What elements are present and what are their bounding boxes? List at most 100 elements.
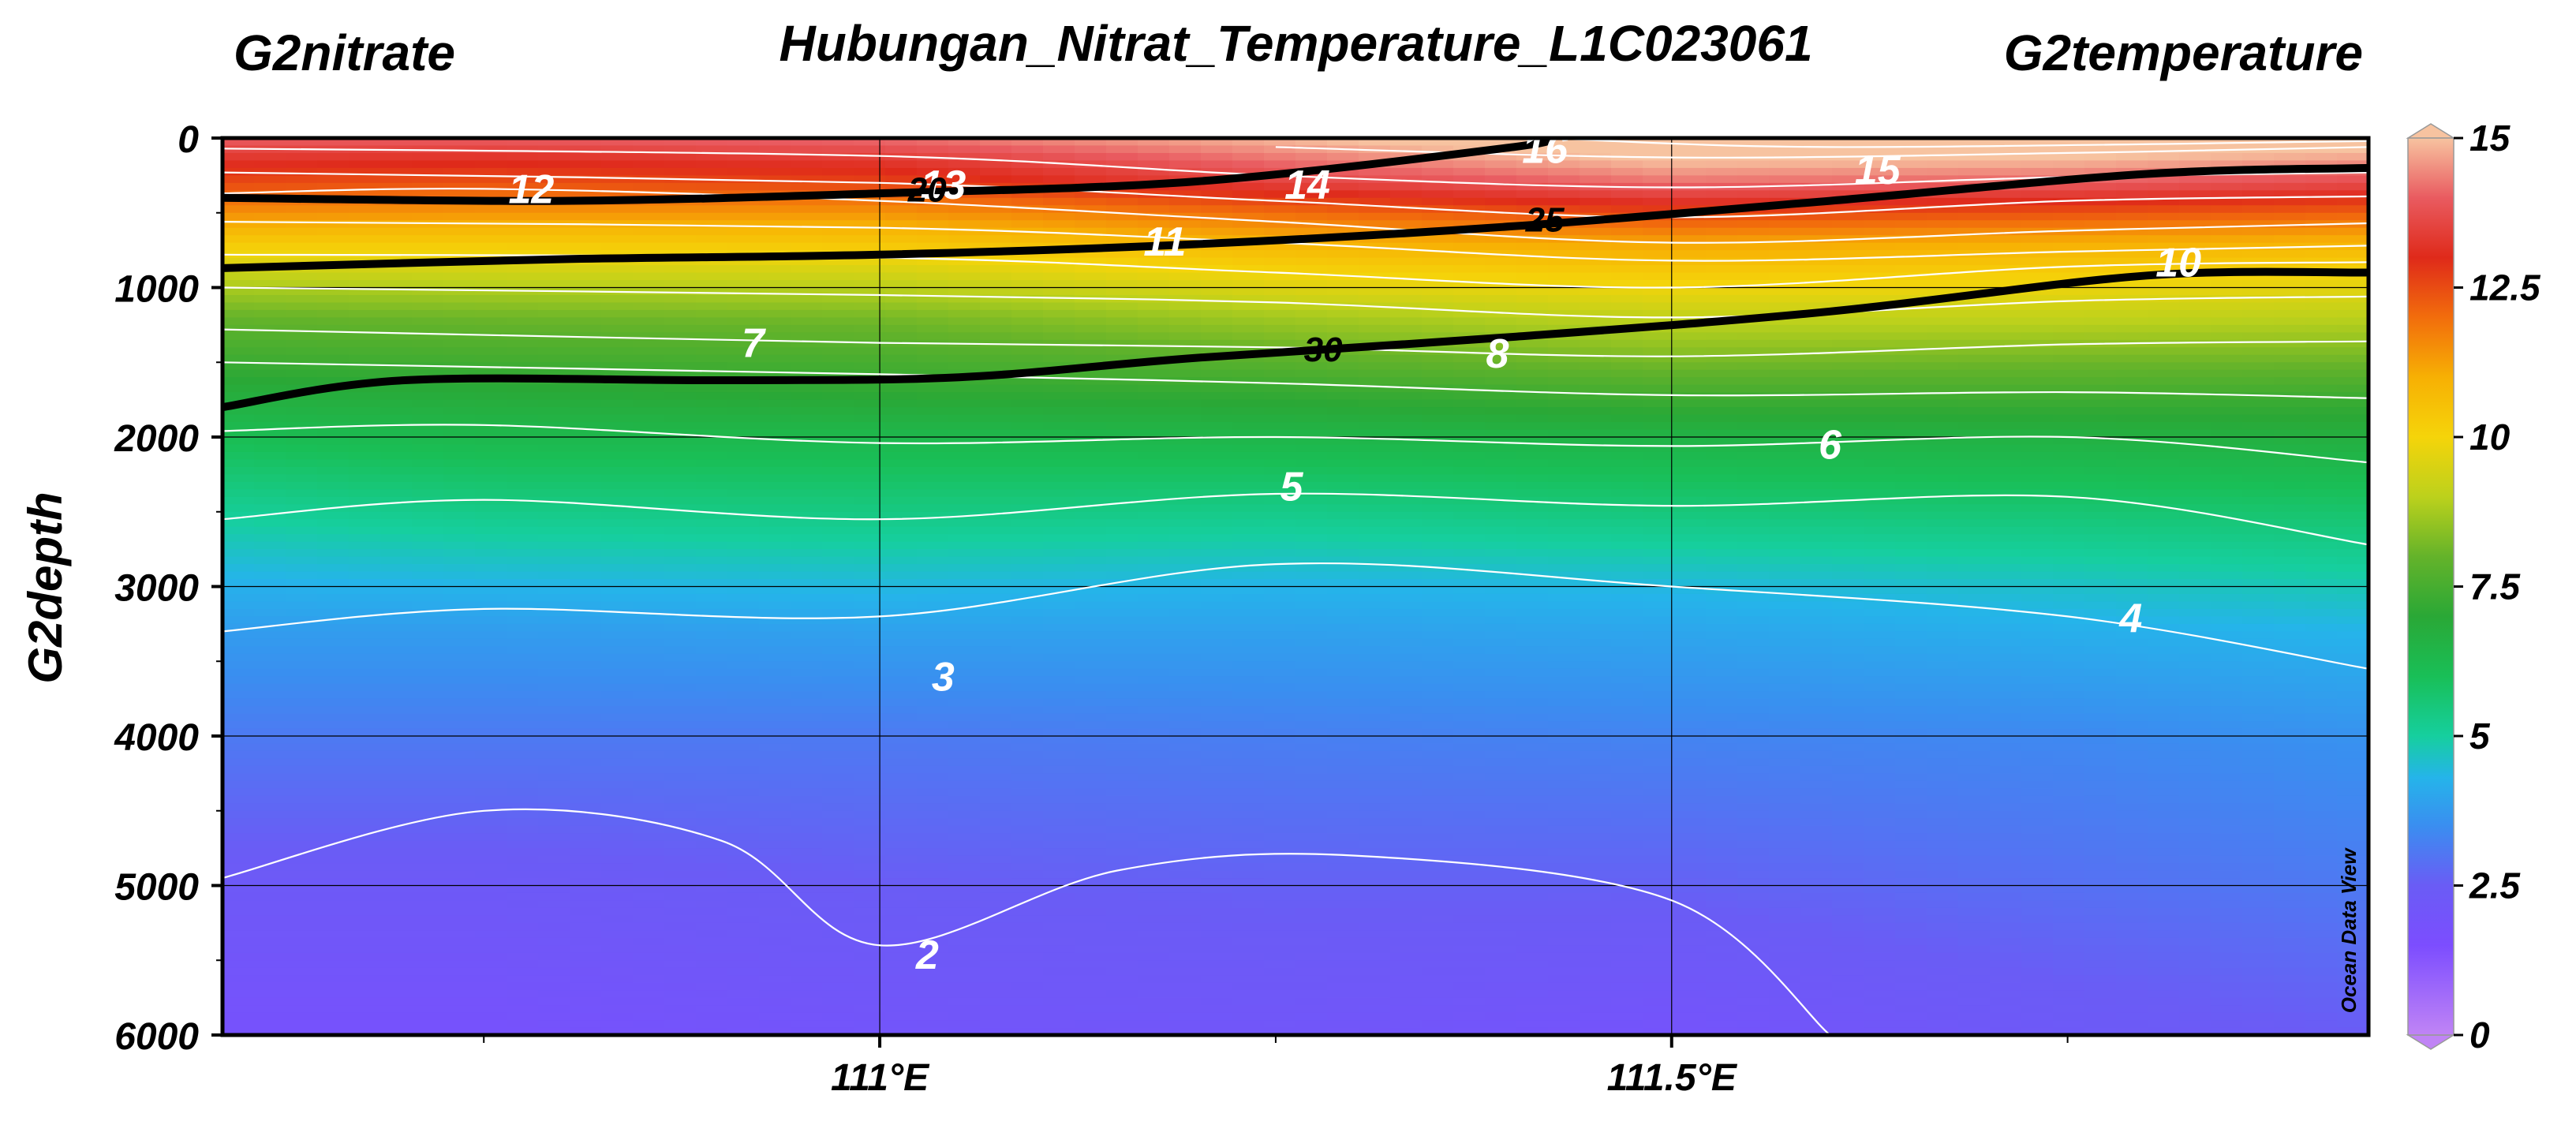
heat-cell: [443, 392, 476, 401]
heat-cell: [696, 803, 728, 812]
heat-cell: [791, 870, 823, 879]
heat-cell: [1516, 197, 1549, 207]
heat-cell: [1516, 317, 1549, 326]
heat-cell: [633, 736, 665, 745]
heat-cell: [1011, 332, 1044, 341]
heat-cell: [1295, 422, 1328, 431]
heat-cell: [1453, 795, 1486, 805]
heat-cell: [1485, 354, 1517, 364]
heat-cell: [1453, 429, 1486, 438]
heat-cell: [1232, 878, 1265, 887]
heat-cell: [1516, 212, 1549, 222]
heat-cell: [791, 265, 823, 274]
heat-cell: [349, 534, 381, 543]
heat-cell: [601, 870, 634, 879]
heat-cell: [727, 586, 760, 595]
heat-cell: [791, 451, 823, 461]
heat-cell: [1359, 481, 1391, 491]
heat-cell: [1011, 945, 1044, 954]
heat-cell: [380, 549, 413, 558]
heat-cell: [349, 975, 381, 984]
heat-cell: [1453, 414, 1486, 423]
heat-cell: [1138, 175, 1170, 184]
heat-cell: [254, 332, 286, 341]
heat-cell: [1485, 197, 1517, 207]
heat-cell: [412, 765, 444, 775]
heat-cell: [1043, 863, 1075, 872]
heat-cell: [980, 556, 1012, 565]
heat-cell: [1138, 661, 1170, 670]
heat-cell: [349, 511, 381, 521]
heat-cell: [980, 489, 1012, 498]
heat-cell: [1201, 197, 1233, 207]
heat-cell: [822, 653, 854, 663]
heat-cell: [885, 511, 918, 521]
heat-cell: [791, 556, 823, 565]
heat-cell: [1295, 1012, 1328, 1021]
heat-cell: [475, 182, 507, 192]
heat-cell: [1422, 736, 1454, 745]
heat-cell: [822, 1005, 854, 1014]
heat-cell: [1169, 152, 1202, 162]
heat-cell: [1043, 511, 1075, 521]
heat-cell: [1201, 631, 1233, 640]
heat-cell: [286, 399, 318, 408]
heat-cell: [1232, 309, 1265, 319]
heat-cell: [412, 399, 444, 408]
heat-cell: [412, 384, 444, 393]
heat-cell: [917, 571, 949, 580]
heat-cell: [664, 631, 697, 640]
heat-cell: [380, 152, 413, 162]
heat-cell: [1264, 212, 1296, 222]
heat-cell: [570, 646, 602, 655]
heat-cell: [412, 175, 444, 184]
heat-cell: [380, 489, 413, 498]
heat-cell: [791, 586, 823, 595]
heat-cell: [507, 990, 539, 999]
heat-cell: [601, 915, 634, 924]
heat-cell: [1359, 870, 1391, 879]
heat-cell: [948, 818, 981, 827]
heat-cell: [1043, 803, 1075, 812]
heat-cell: [1138, 265, 1170, 274]
heat-cell: [254, 945, 286, 954]
heat-cell: [791, 399, 823, 408]
heat-cell: [412, 848, 444, 857]
heat-cell: [1138, 982, 1170, 991]
heat-cell: [664, 459, 697, 468]
heat-cell: [633, 339, 665, 349]
heat-cell: [475, 803, 507, 812]
heat-cell: [254, 803, 286, 812]
heat-cell: [1327, 840, 1359, 849]
heat-cell: [633, 915, 665, 924]
heat-cell: [759, 646, 791, 655]
heat-cell: [854, 743, 886, 752]
heat-cell: [1453, 362, 1486, 371]
heat-cell: [822, 855, 854, 864]
heat-cell: [254, 526, 286, 535]
heat-cell: [1327, 863, 1359, 872]
heat-cell: [980, 870, 1012, 879]
heat-cell: [254, 242, 286, 251]
heat-cell: [443, 1020, 476, 1029]
heat-cell: [1232, 601, 1265, 610]
heat-cell: [443, 399, 476, 408]
heat-cell: [538, 586, 570, 595]
heat-cell: [1075, 870, 1107, 879]
heat-cell: [1106, 167, 1138, 177]
heat-cell: [1232, 556, 1265, 565]
heat-cell: [1453, 190, 1486, 199]
heat-cell: [380, 160, 413, 169]
heat-cell: [286, 407, 318, 416]
heat-cell: [286, 713, 318, 722]
heat-cell: [822, 519, 854, 528]
heat-cell: [854, 773, 886, 782]
heat-cell: [885, 982, 918, 991]
heat-cell: [1359, 534, 1391, 543]
heat-cell: [507, 661, 539, 670]
heat-cell: [1516, 601, 1549, 610]
heat-cell: [1264, 287, 1296, 296]
heat-cell: [1390, 250, 1423, 259]
heat-cell: [1453, 377, 1486, 386]
heat-cell: [507, 272, 539, 281]
